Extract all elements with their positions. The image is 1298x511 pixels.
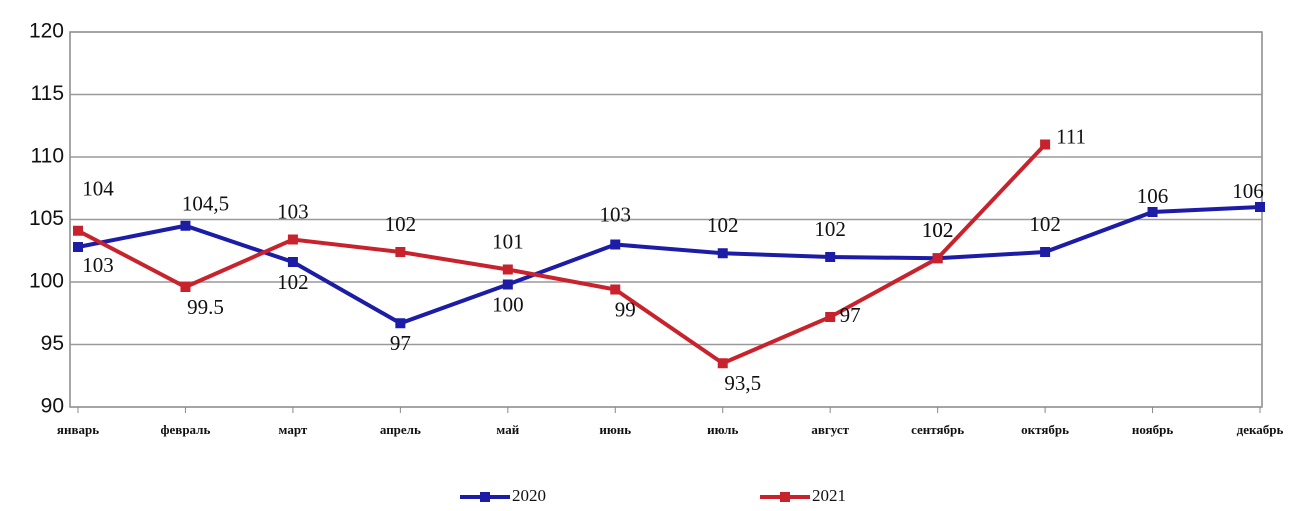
point-marker — [717, 248, 728, 259]
value-label: 106 — [1232, 179, 1264, 203]
point-marker — [932, 253, 943, 264]
y-tick-label: 110 — [31, 145, 64, 168]
value-label: 102 — [385, 212, 417, 236]
x-tick-label: июль — [707, 422, 738, 437]
y-tick-label: 115 — [31, 82, 64, 105]
value-label: 111 — [1056, 124, 1086, 148]
point-marker — [717, 358, 728, 369]
point-marker — [287, 257, 298, 267]
y-tick-label: 90 — [41, 395, 64, 418]
value-label: 101 — [492, 229, 524, 253]
value-label: 103 — [600, 202, 632, 226]
point-marker — [1040, 247, 1051, 257]
point-marker — [610, 239, 621, 250]
y-tick-label: 95 — [41, 332, 64, 355]
value-label: 102 — [922, 218, 954, 242]
value-label: 93,5 — [724, 371, 761, 395]
point-marker — [502, 264, 513, 275]
x-tick-label: ноябрь — [1132, 422, 1174, 437]
point-marker — [1255, 202, 1265, 212]
legend-marker — [780, 492, 790, 502]
point-marker — [825, 312, 836, 322]
value-label: 100 — [492, 292, 524, 316]
value-label: 106 — [1137, 184, 1169, 208]
value-label: 102 — [277, 270, 309, 294]
point-marker — [1040, 139, 1051, 150]
value-label: 97 — [840, 303, 861, 327]
point-marker — [73, 242, 83, 252]
value-label: 103 — [82, 253, 114, 277]
x-tick-label: февраль — [161, 422, 211, 437]
x-tick-label: март — [279, 422, 308, 437]
legend-label: 2020 — [512, 486, 546, 505]
point-marker — [395, 318, 406, 329]
point-marker — [180, 282, 191, 292]
point-marker — [180, 220, 191, 231]
y-tick-label: 100 — [29, 270, 64, 293]
value-label: 102 — [922, 218, 954, 242]
y-tick-label: 105 — [29, 207, 64, 230]
series-line — [77, 205, 1261, 326]
value-label: 99.5 — [187, 295, 224, 319]
x-tick-label: сентябрь — [911, 422, 964, 437]
value-label: 102 — [1029, 212, 1061, 236]
point-marker — [610, 284, 621, 295]
point-marker — [1147, 207, 1158, 217]
x-tick-label: декабрь — [1237, 422, 1284, 437]
x-tick-label: май — [496, 422, 519, 437]
value-label: 104,5 — [182, 192, 229, 216]
x-tick-label: июнь — [599, 422, 631, 437]
value-label: 104 — [82, 177, 114, 201]
value-label: 103 — [277, 199, 309, 223]
value-label: 97 — [390, 331, 411, 355]
x-tick-label: август — [811, 422, 849, 437]
x-tick-label: октябрь — [1021, 422, 1069, 437]
point-marker — [502, 279, 513, 290]
value-label: 99 — [615, 297, 636, 321]
point-marker — [287, 234, 298, 245]
y-tick-label: 120 — [29, 20, 64, 43]
point-marker — [73, 225, 83, 236]
value-label: 102 — [707, 213, 739, 237]
legend-label: 2021 — [812, 486, 846, 505]
x-tick-label: январь — [57, 422, 99, 437]
x-tick-label: апрель — [380, 422, 421, 437]
value-label: 102 — [814, 217, 846, 241]
series-line — [77, 143, 1047, 366]
point-marker — [395, 247, 406, 257]
point-marker — [825, 252, 836, 262]
legend-marker — [480, 492, 490, 502]
